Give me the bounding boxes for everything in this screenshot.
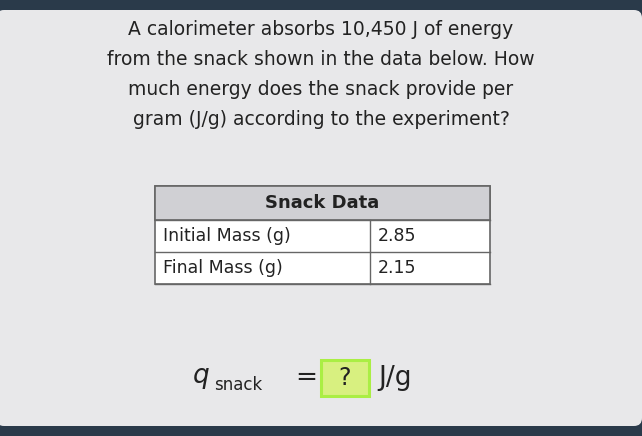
Text: Final Mass (g): Final Mass (g)	[163, 259, 282, 277]
Text: ?: ?	[339, 366, 351, 390]
Text: much energy does the snack provide per: much energy does the snack provide per	[128, 80, 514, 99]
Text: A calorimeter absorbs 10,450 J of energy: A calorimeter absorbs 10,450 J of energy	[128, 20, 514, 39]
FancyBboxPatch shape	[0, 10, 642, 426]
Text: 2.15: 2.15	[378, 259, 417, 277]
Text: snack: snack	[214, 376, 262, 394]
Text: gram (J/g) according to the experiment?: gram (J/g) according to the experiment?	[132, 110, 510, 129]
Text: J/g: J/g	[378, 365, 412, 391]
Text: =: =	[295, 365, 317, 391]
Text: Initial Mass (g): Initial Mass (g)	[163, 227, 291, 245]
Text: from the snack shown in the data below. How: from the snack shown in the data below. …	[107, 50, 535, 69]
Bar	[155, 186, 490, 284]
FancyBboxPatch shape	[321, 360, 369, 396]
Text: Snack Data: Snack Data	[265, 194, 379, 212]
Bar	[155, 186, 490, 220]
Text: 2.85: 2.85	[378, 227, 417, 245]
Text: $q$: $q$	[192, 365, 210, 391]
